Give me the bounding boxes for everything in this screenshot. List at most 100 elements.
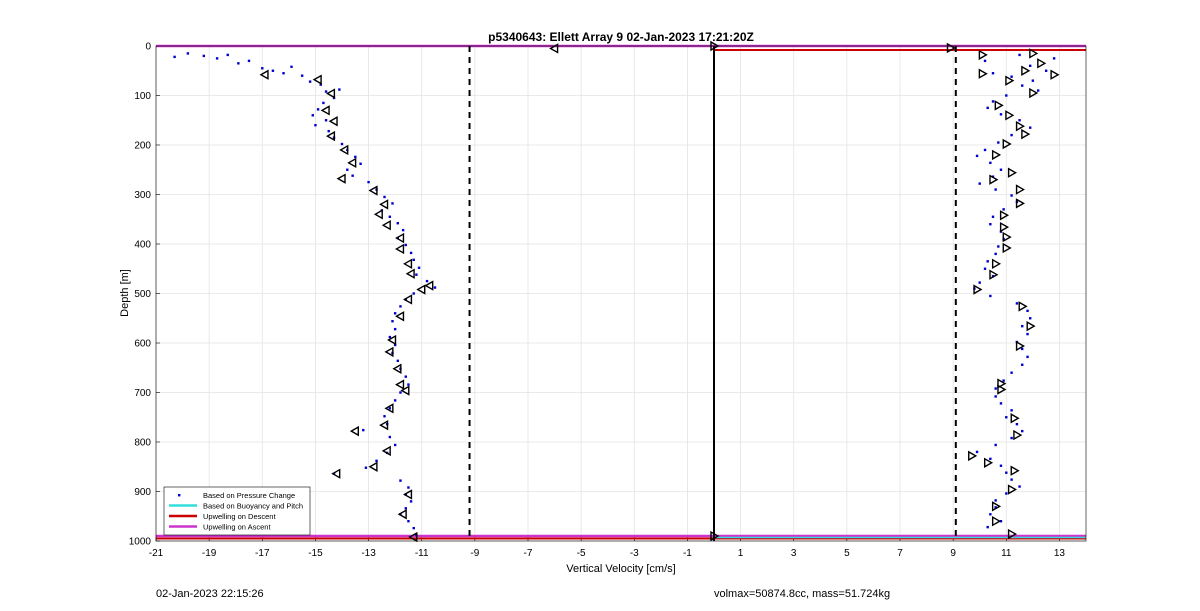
x-tick-label: 7 (897, 548, 903, 559)
data-point (308, 80, 312, 83)
data-point (989, 457, 992, 461)
x-tick-label: 11 (1001, 548, 1012, 559)
triangle-marker (1002, 242, 1012, 254)
data-point (1029, 64, 1032, 67)
triangle-marker (1015, 198, 1025, 209)
triangle-marker (384, 346, 394, 358)
triangle-marker (368, 461, 378, 472)
data-point (364, 466, 368, 469)
x-tick-label: -9 (470, 548, 479, 559)
data-point (393, 443, 397, 447)
data-point (202, 54, 206, 58)
grid (155, 45, 1086, 542)
data-points (173, 52, 1056, 537)
triangle-marker (347, 157, 357, 169)
x-tick-label: 13 (1054, 548, 1066, 559)
data-point (997, 245, 1000, 248)
data-point (991, 215, 995, 218)
triangle-marker (331, 468, 341, 479)
triangle-marker (1029, 48, 1039, 59)
x-tick-label: 9 (950, 548, 956, 559)
triangle-marker (1007, 528, 1018, 540)
data-point (1010, 409, 1013, 412)
triangle-marker (379, 199, 389, 210)
x-tick-label: -3 (630, 548, 639, 559)
x-tick-label: -19 (202, 548, 217, 559)
data-point (1021, 429, 1024, 433)
data-point (999, 113, 1003, 116)
data-point (407, 520, 410, 523)
data-point (994, 395, 997, 398)
triangle-marker (325, 130, 336, 142)
data-point (999, 464, 1003, 467)
triangle-marker (1015, 120, 1025, 132)
data-point (324, 90, 328, 93)
triangle-marker (1002, 138, 1012, 150)
y-tick-label: 200 (134, 141, 151, 152)
data-point (404, 507, 407, 510)
triangle-marker (373, 209, 383, 220)
triangle-marker (416, 284, 426, 295)
data-point (1002, 208, 1005, 211)
data-point (1015, 422, 1019, 426)
data-point (994, 387, 997, 390)
data-point (316, 108, 320, 111)
triangle-marker (997, 384, 1007, 395)
x-tick-label: -11 (415, 548, 429, 559)
data-point (994, 506, 997, 509)
data-point (994, 252, 997, 256)
triangle-marker (994, 100, 1004, 111)
triangle-marker (1005, 110, 1015, 121)
data-point (975, 450, 979, 454)
triangle-marker (384, 403, 394, 414)
data-point (399, 391, 402, 394)
data-point (399, 479, 402, 482)
data-point (978, 281, 981, 284)
triangle-marker (381, 445, 391, 457)
data-point (388, 435, 392, 439)
y-tick-label: 600 (134, 339, 151, 350)
triangle-marker (400, 385, 410, 396)
data-point (367, 180, 370, 184)
triangle-marker (1050, 69, 1060, 80)
triangle-marker (336, 173, 346, 184)
data-point (1010, 133, 1013, 137)
data-point (351, 174, 354, 177)
data-point (407, 383, 410, 386)
data-point (1029, 126, 1032, 129)
triangle-marker (999, 221, 1010, 233)
data-point (994, 188, 997, 191)
data-point (1005, 492, 1008, 495)
x-tick-label: -17 (255, 548, 270, 559)
data-point (393, 312, 397, 315)
data-point (324, 119, 328, 122)
triangle-marker (1029, 87, 1039, 99)
data-point (340, 142, 344, 146)
data-point (997, 141, 1000, 144)
data-point (1010, 436, 1013, 440)
triangle-marker (424, 280, 434, 291)
data-point (415, 273, 418, 276)
triangle-marker (387, 334, 397, 346)
data-point (409, 251, 413, 255)
data-point (994, 499, 997, 502)
data-point (1010, 194, 1013, 197)
triangle-marker (392, 363, 402, 374)
triangle-marker (325, 88, 336, 99)
data-point (412, 526, 415, 530)
triangle-marker (1018, 301, 1028, 312)
triangle-marker (349, 425, 359, 437)
data-point (983, 148, 987, 152)
y-tick-label: 1000 (129, 537, 152, 548)
data-point (412, 292, 415, 295)
x-tick-label: -7 (524, 548, 533, 559)
data-point (1026, 309, 1029, 313)
data-point (1010, 478, 1013, 481)
y-tick-label: 0 (145, 42, 151, 53)
x-tick-label: -5 (577, 548, 586, 559)
data-point (989, 161, 992, 165)
triangle-marker (1021, 65, 1031, 76)
data-point (393, 327, 397, 331)
legend-label: Upwelling on Descent (203, 512, 276, 521)
